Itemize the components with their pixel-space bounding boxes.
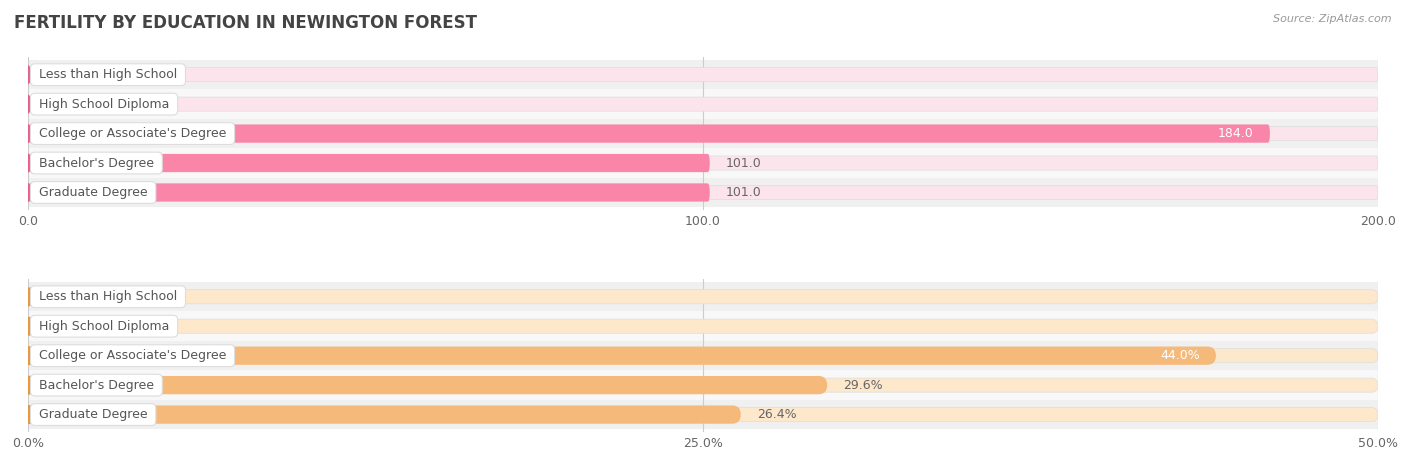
FancyBboxPatch shape: [28, 183, 710, 201]
Text: Less than High School: Less than High School: [35, 290, 181, 303]
Text: High School Diploma: High School Diploma: [35, 320, 173, 332]
Bar: [28, 312, 1378, 341]
FancyBboxPatch shape: [28, 406, 741, 424]
Text: 101.0: 101.0: [725, 157, 762, 170]
FancyBboxPatch shape: [28, 408, 1378, 422]
Bar: [28, 341, 1378, 371]
Text: Bachelor's Degree: Bachelor's Degree: [35, 157, 157, 170]
FancyBboxPatch shape: [28, 185, 1378, 200]
FancyBboxPatch shape: [28, 126, 1378, 141]
Bar: [28, 370, 1378, 400]
Text: Source: ZipAtlas.com: Source: ZipAtlas.com: [1274, 14, 1392, 24]
Bar: [28, 400, 1378, 429]
Text: 0.0: 0.0: [45, 68, 65, 81]
Circle shape: [20, 406, 37, 423]
Text: 101.0: 101.0: [725, 186, 762, 199]
FancyBboxPatch shape: [28, 67, 1378, 82]
Circle shape: [20, 376, 37, 394]
Circle shape: [20, 288, 37, 305]
Circle shape: [27, 95, 30, 113]
FancyBboxPatch shape: [28, 347, 1216, 365]
Text: 44.0%: 44.0%: [1160, 349, 1199, 362]
Text: FERTILITY BY EDUCATION IN NEWINGTON FOREST: FERTILITY BY EDUCATION IN NEWINGTON FORE…: [14, 14, 477, 32]
Circle shape: [27, 154, 30, 172]
FancyBboxPatch shape: [28, 376, 827, 394]
Bar: [28, 119, 1378, 148]
Text: 0.0%: 0.0%: [45, 320, 76, 332]
Bar: [28, 282, 1378, 312]
FancyBboxPatch shape: [28, 349, 1378, 363]
Circle shape: [27, 125, 30, 142]
Text: 184.0: 184.0: [1218, 127, 1254, 140]
FancyBboxPatch shape: [28, 154, 710, 172]
Text: High School Diploma: High School Diploma: [35, 98, 173, 111]
Bar: [28, 60, 1378, 89]
Text: Graduate Degree: Graduate Degree: [35, 186, 152, 199]
Text: 29.6%: 29.6%: [844, 379, 883, 391]
Circle shape: [27, 184, 30, 201]
Text: Less than High School: Less than High School: [35, 68, 181, 81]
FancyBboxPatch shape: [28, 124, 1270, 142]
Bar: [28, 148, 1378, 178]
Text: Bachelor's Degree: Bachelor's Degree: [35, 379, 157, 391]
Text: 0.0: 0.0: [45, 98, 65, 111]
Text: 0.0%: 0.0%: [45, 290, 76, 303]
Text: College or Associate's Degree: College or Associate's Degree: [35, 349, 231, 362]
Text: Graduate Degree: Graduate Degree: [35, 408, 152, 421]
FancyBboxPatch shape: [28, 97, 1378, 111]
FancyBboxPatch shape: [28, 319, 1378, 333]
Circle shape: [27, 66, 30, 84]
FancyBboxPatch shape: [28, 378, 1378, 392]
Text: 26.4%: 26.4%: [756, 408, 797, 421]
Circle shape: [20, 317, 37, 335]
FancyBboxPatch shape: [28, 290, 1378, 304]
Circle shape: [20, 347, 37, 364]
Text: College or Associate's Degree: College or Associate's Degree: [35, 127, 231, 140]
FancyBboxPatch shape: [28, 156, 1378, 170]
Bar: [28, 178, 1378, 207]
Bar: [28, 89, 1378, 119]
